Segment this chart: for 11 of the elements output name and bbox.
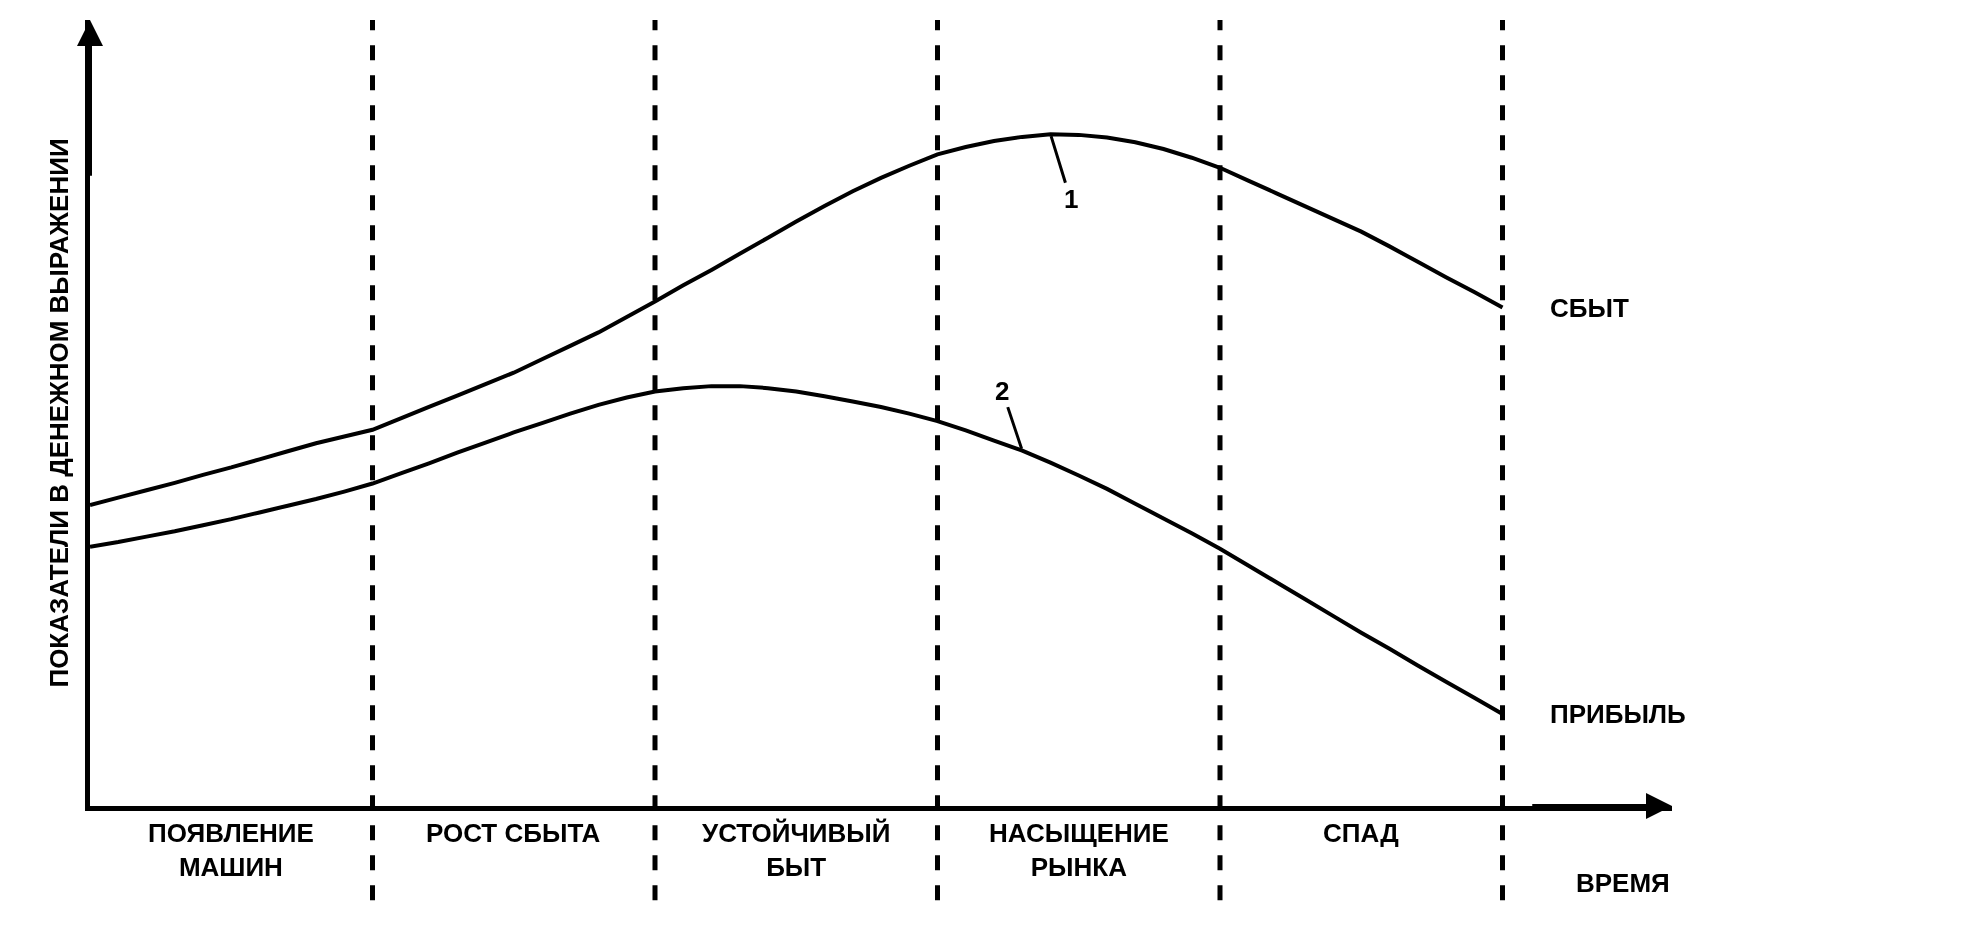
text: РОСТ СБЫТА — [426, 818, 601, 848]
series-label: СБЫТ — [1550, 293, 1629, 323]
x-axis-title: ВРЕМЯ — [1576, 868, 1670, 898]
text: НАСЫЩЕНИЕ РЫНКА — [989, 818, 1169, 882]
annotation: 1 — [1064, 184, 1079, 214]
series-label: ПРИБЫЛЬ — [1550, 699, 1686, 729]
annotation: 2 — [995, 376, 1010, 406]
text: ПОЯВЛЕНИЕ МАШИН — [148, 818, 314, 882]
text: УСТОЙЧИВЫЙ БЫТ — [702, 818, 891, 882]
text: СПАД — [1323, 818, 1400, 848]
y-axis-title: ПОКАЗАТЕЛИ В ДЕНЕЖНОМ ВЫРАЖЕНИИ — [44, 138, 75, 688]
